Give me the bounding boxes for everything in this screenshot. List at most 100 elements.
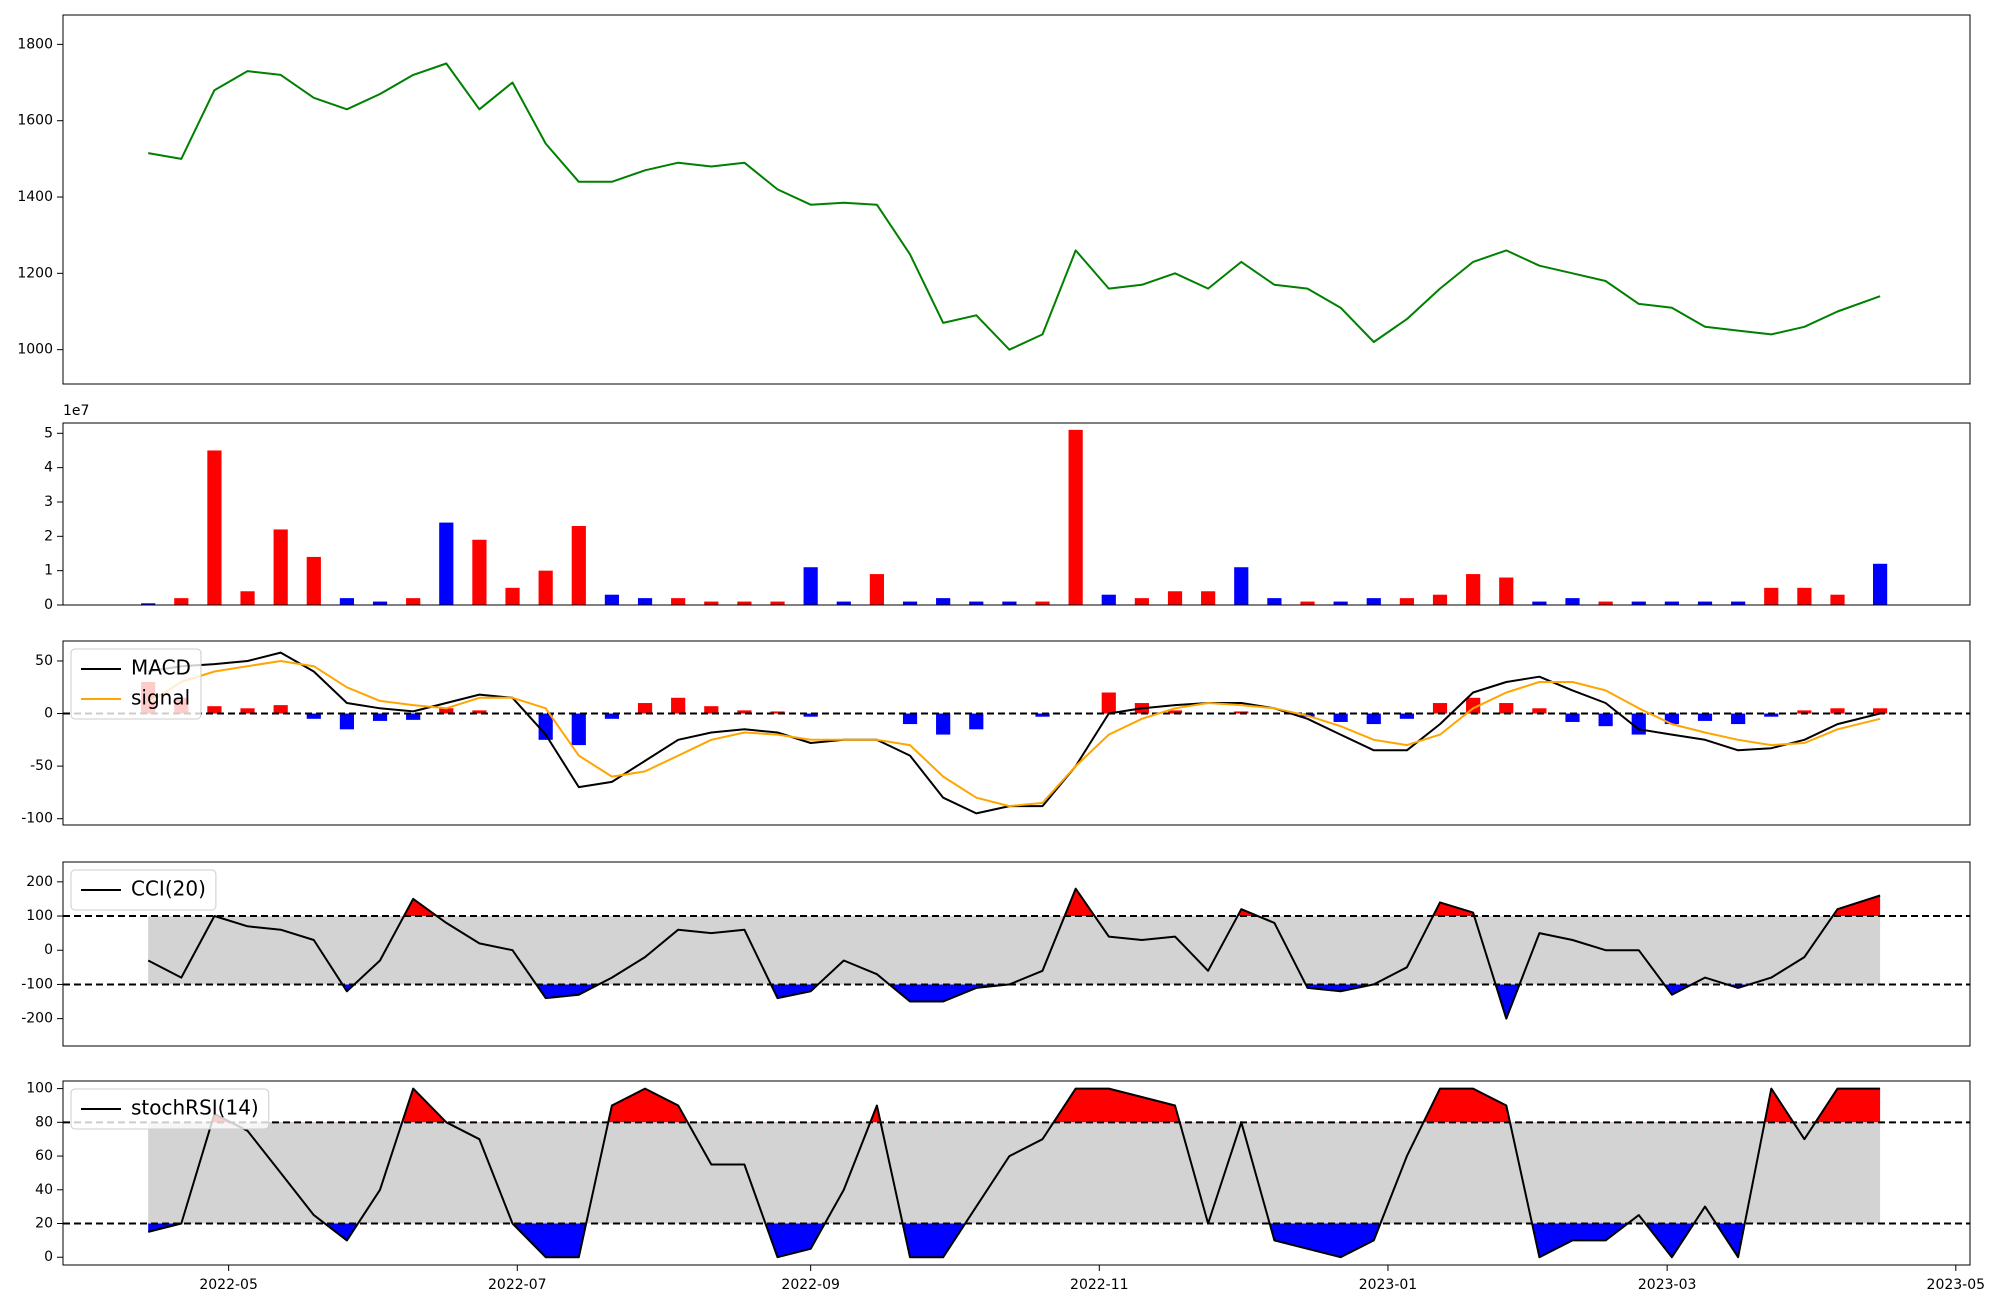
- histogram-bar: [1035, 713, 1050, 717]
- histogram-bar: [1466, 697, 1481, 714]
- y-tick-label: -50: [30, 758, 53, 774]
- volume-bar: [538, 570, 553, 605]
- volume-bar: [571, 526, 586, 605]
- volume-bar: [1830, 594, 1845, 605]
- plot-frame: [62, 422, 1971, 606]
- histogram-bar: [637, 703, 653, 714]
- legend-box: [70, 1088, 270, 1130]
- volume-bar: [671, 598, 686, 605]
- histogram-bar: [1499, 703, 1514, 714]
- volume-bar: [1300, 601, 1315, 605]
- volume-bar: [836, 601, 851, 605]
- volume-bar: [1333, 601, 1348, 605]
- data-line: [147, 887, 1881, 1020]
- histogram-bar: [1731, 713, 1746, 725]
- volume-bar: [704, 601, 719, 605]
- volume-bar: [1532, 601, 1547, 605]
- volume-bar: [372, 601, 388, 605]
- histogram-bar: [538, 713, 553, 740]
- y-tick-label: 1400: [17, 189, 53, 205]
- legend-label: MACD: [131, 656, 191, 680]
- histogram-bar: [936, 713, 951, 735]
- volume-bar: [174, 598, 189, 605]
- volume-bar: [1101, 594, 1116, 605]
- histogram-bar: [1598, 713, 1613, 727]
- volume-bar: [604, 594, 620, 605]
- volume-bar: [1068, 429, 1083, 605]
- volume-bar: [1565, 598, 1580, 605]
- x-tick-label: 2022-07: [488, 1277, 547, 1293]
- volume-bar: [1731, 601, 1746, 605]
- volume-bar: [505, 587, 520, 605]
- volume-bar: [1598, 601, 1613, 605]
- volume-bar: [1134, 598, 1149, 605]
- x-tick-label: 2022-11: [1070, 1277, 1129, 1293]
- volume-bar: [1697, 601, 1713, 605]
- y-tick-label: 2: [44, 528, 53, 544]
- y-tick-label: 1200: [17, 265, 53, 281]
- histogram-bar: [737, 710, 752, 714]
- histogram-bar: [406, 713, 421, 720]
- y-tick-label: 1: [44, 563, 53, 579]
- x-tick-label: 2023-05: [1927, 1277, 1986, 1293]
- volume-bar: [472, 539, 487, 605]
- volume-bar: [1764, 587, 1779, 605]
- y-tick-label: 40: [35, 1182, 53, 1198]
- x-tick-label: 2022-09: [781, 1277, 840, 1293]
- y-tick-label: -100: [21, 811, 53, 827]
- volume-bar: [869, 574, 885, 605]
- volume-bar: [737, 601, 752, 605]
- y-tick-label: 100: [26, 1081, 53, 1097]
- histogram-bar: [240, 708, 255, 714]
- y-tick-label: -200: [21, 1011, 53, 1027]
- y-tick-label: 0: [44, 706, 53, 722]
- volume-bar: [803, 567, 818, 605]
- histogram-bar: [1167, 710, 1183, 714]
- histogram-bar: [339, 713, 355, 730]
- x-tick-label: 2023-01: [1359, 1277, 1418, 1293]
- y-tick-label: 5: [44, 425, 53, 441]
- histogram-bar: [1532, 708, 1547, 714]
- y-tick-label: 80: [35, 1114, 53, 1130]
- volume-bar: [1797, 587, 1812, 605]
- overbought-fill: [148, 888, 1881, 917]
- volume-bar: [1466, 574, 1481, 605]
- data-line: [147, 660, 1881, 808]
- histogram-bar: [1101, 692, 1116, 714]
- volume-bar: [1399, 598, 1414, 605]
- volume-bar: [1664, 601, 1679, 605]
- volume-bar: [1366, 598, 1381, 605]
- histogram-bar: [969, 713, 984, 730]
- histogram-bar: [472, 710, 487, 714]
- histogram-bar: [1872, 708, 1888, 714]
- y-tick-label: 60: [35, 1148, 53, 1164]
- volume-bar: [406, 598, 421, 605]
- volume-bar: [141, 603, 156, 605]
- histogram-bar: [1399, 713, 1414, 719]
- histogram-bar: [1333, 713, 1348, 722]
- volume-bar: [1499, 577, 1514, 605]
- volume-bar: [637, 598, 653, 605]
- neutral-band: [148, 916, 1881, 985]
- histogram-bar: [1664, 713, 1679, 725]
- histogram-bar: [671, 697, 686, 714]
- histogram-bar: [372, 713, 388, 721]
- volume-bar: [306, 556, 321, 605]
- legend-label: stochRSI(14): [131, 1096, 259, 1120]
- y-tick-label: 1000: [17, 342, 53, 358]
- volume-bar: [1002, 601, 1017, 605]
- volume-bar: [339, 598, 355, 605]
- data-line: [148, 62, 1881, 351]
- plot-frame: [62, 1080, 1971, 1266]
- x-tick-label: 2022-05: [199, 1277, 258, 1293]
- y-tick-label: 100: [26, 908, 53, 924]
- y-tick-label: 50: [35, 653, 53, 669]
- data-line: [147, 1087, 1881, 1259]
- histogram-bar: [803, 713, 818, 717]
- volume-bar: [1201, 591, 1216, 605]
- histogram-bar: [1764, 713, 1779, 717]
- volume-bar: [439, 522, 454, 605]
- histogram-bar: [273, 705, 288, 714]
- histogram-bar: [1830, 708, 1845, 714]
- volume-bar: [902, 601, 918, 605]
